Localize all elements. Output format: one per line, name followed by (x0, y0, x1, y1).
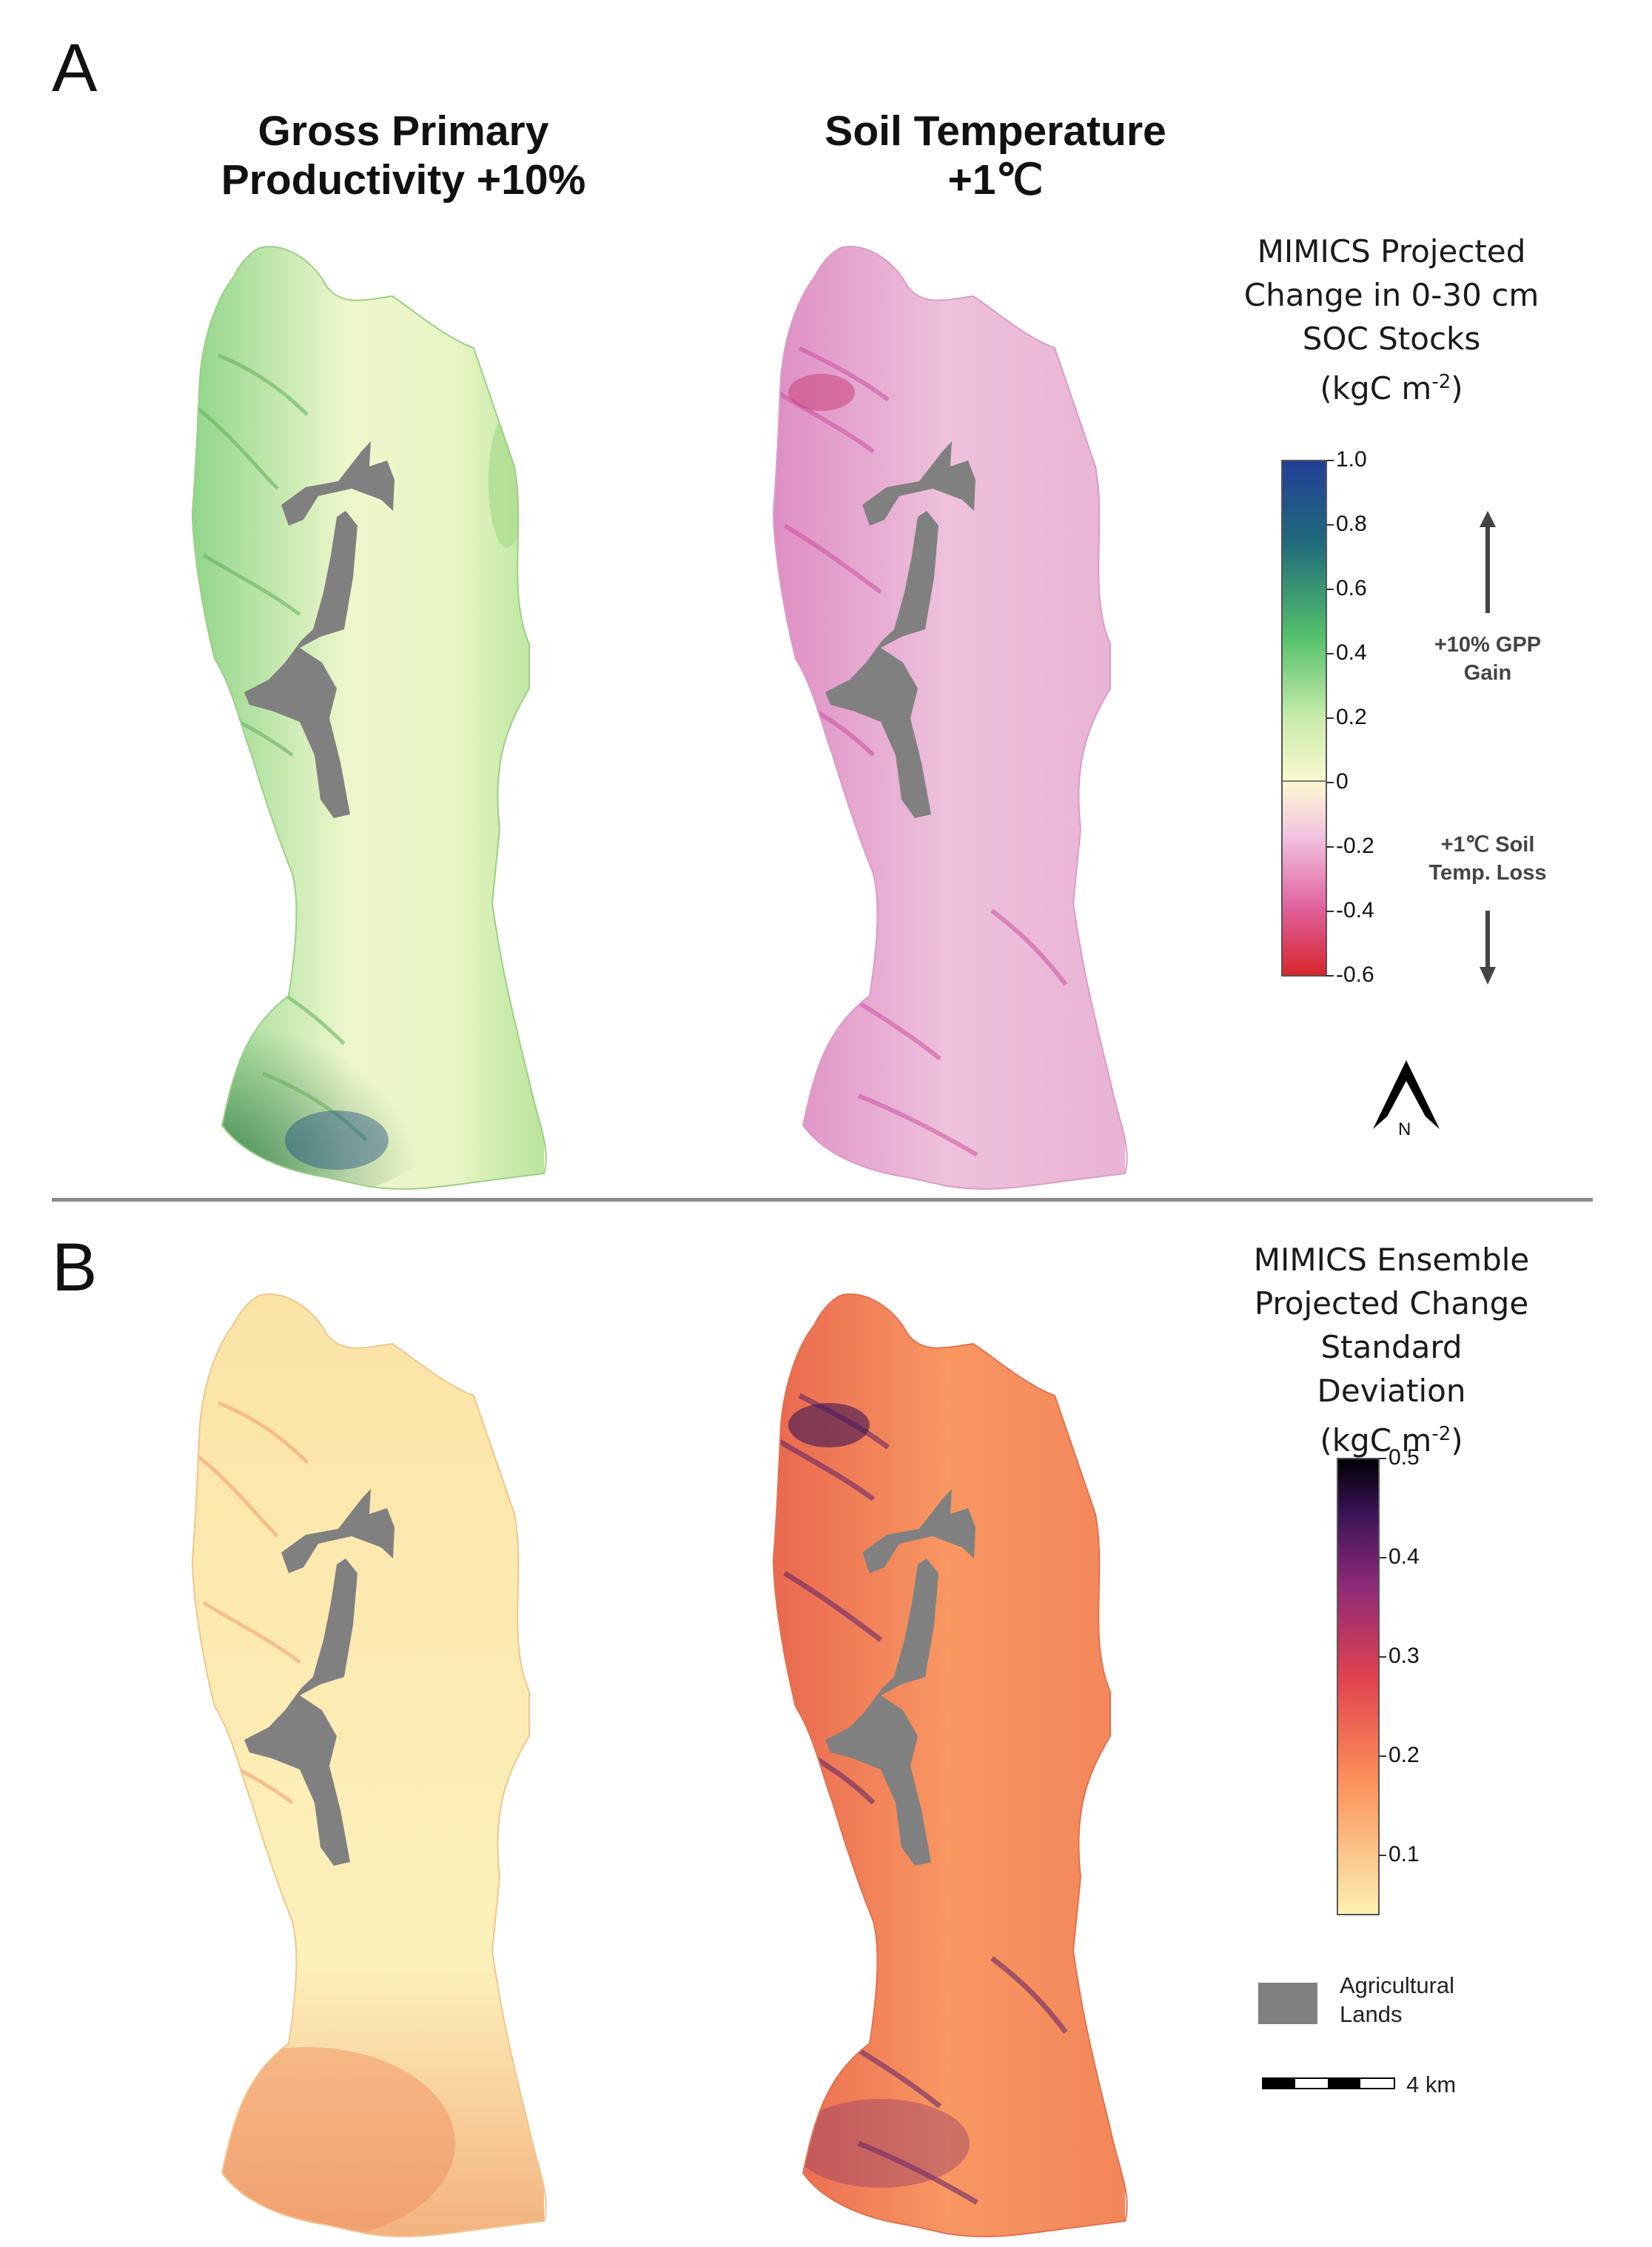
scale-bar-label: 4 km (1406, 2072, 1457, 2097)
map-temperature-sd (773, 1293, 1128, 2237)
loss-arrow-icon (1480, 911, 1496, 985)
legend-b-unit-end: ) (1451, 1422, 1463, 1459)
legend-a-tick-label: 0.2 (1336, 705, 1367, 729)
legend-a-tick-label: 0.8 (1336, 512, 1367, 536)
legend-a-tick-label: -0.4 (1336, 898, 1374, 922)
gain-label-line1: +10% GPP (1434, 633, 1542, 657)
legend-a-tick-label: 1.0 (1336, 447, 1367, 472)
legend-a-unit: (kgC m (1320, 370, 1432, 406)
scale-bar (1262, 2077, 1395, 2089)
legend-b-title-line4: (kgC m-2) (1243, 1413, 1539, 1462)
agricultural-lands-swatch (1258, 1983, 1317, 2024)
legend-b-tick-label: 0.2 (1389, 1743, 1420, 1767)
north-label: N (1398, 1119, 1411, 1139)
loss-label-line2: Temp. Loss (1428, 861, 1547, 885)
agricultural-lands-label-line2: Lands (1340, 2001, 1403, 2027)
gain-label: +10% GPP Gain (1403, 631, 1573, 687)
legend-b-tick-label: 0.5 (1389, 1445, 1420, 1470)
legend-a-tick-label: 0 (1336, 769, 1349, 794)
gain-label-line2: Gain (1463, 661, 1512, 685)
legend-a-tick-label: 0.6 (1336, 576, 1367, 600)
legend-a-unit-end: ) (1451, 370, 1463, 406)
legend-b-tick-label: 0.1 (1389, 1842, 1420, 1866)
temperature-title-line2: +1℃ (947, 156, 1044, 204)
legend-b-unit-sup: -2 (1431, 1423, 1451, 1445)
legend-a-colorbar (1281, 460, 1334, 977)
gpp-column-title: Gross Primary Productivity +10% (185, 107, 622, 204)
legend-a-title-line2: Change in 0-30 cm (1243, 277, 1539, 313)
agricultural-lands-label: Agricultural Lands (1340, 1971, 1454, 2029)
panel-a-letter: A (52, 30, 98, 106)
north-arrow-icon (1373, 1060, 1440, 1129)
temperature-column-title: Soil Temperature +1℃ (777, 107, 1214, 204)
legend-a-tick-label: 0.4 (1336, 640, 1367, 665)
legend-b-title-line2: Projected Change (1254, 1285, 1529, 1322)
legend-b-unit: (kgC m (1320, 1422, 1432, 1459)
temperature-title-line1: Soil Temperature (825, 107, 1166, 155)
legend-a-title-line1: MIMICS Projected (1257, 233, 1526, 269)
legend-a-tick-label: -0.6 (1336, 962, 1374, 987)
panel-b-letter: B (52, 1230, 98, 1305)
panel-divider (52, 1198, 1593, 1202)
map-gpp-change (192, 246, 547, 1190)
legend-b-title-line3: Standard Deviation (1317, 1329, 1466, 1409)
gpp-title-line2: Productivity +10% (221, 156, 586, 204)
legend-b-title-line1: MIMICS Ensemble (1253, 1242, 1530, 1278)
gain-arrow-icon (1480, 511, 1496, 613)
map-temperature-change (773, 246, 1128, 1190)
agricultural-lands-label-line1: Agricultural (1340, 1972, 1455, 1998)
loss-label: +1℃ Soil Temp. Loss (1403, 831, 1573, 887)
legend-a-unit-sup: -2 (1431, 371, 1451, 393)
legend-a-title-line3: SOC Stocks (1302, 321, 1481, 357)
gpp-title-line1: Gross Primary (258, 107, 549, 155)
legend-b-title: MIMICS Ensemble Projected Change Standar… (1243, 1238, 1539, 1462)
map-gpp-sd (192, 1293, 547, 2237)
legend-b-tick-label: 0.3 (1389, 1644, 1420, 1668)
legend-a-tick-label: -0.2 (1336, 834, 1374, 858)
legend-a-title: MIMICS Projected Change in 0-30 cm SOC S… (1243, 230, 1539, 410)
legend-b-colorbar (1337, 1458, 1386, 1915)
legend-b-tick-label: 0.4 (1389, 1544, 1420, 1569)
loss-label-line1: +1℃ Soil (1440, 833, 1535, 857)
legend-a-title-line4: (kgC m-2) (1243, 361, 1539, 410)
